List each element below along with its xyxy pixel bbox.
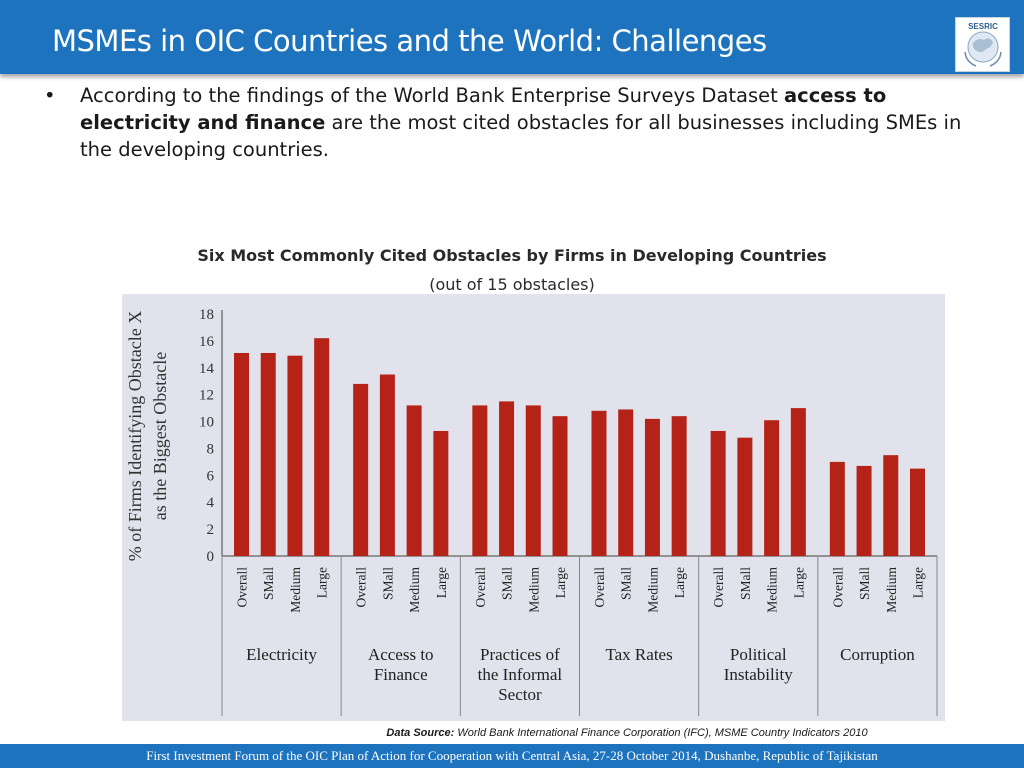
x-tick-label: Medium [288,567,303,613]
chart-bar [552,416,568,556]
chart-bar [710,430,726,556]
x-tick-label: Medium [407,567,422,613]
chart-bar [856,465,872,556]
y-tick-label: 18 [199,307,214,323]
category-label: Tax Rates [605,645,672,664]
y-axis-label: % of Firms Identifying Obstacle X [125,311,145,561]
y-tick-label: 10 [199,415,214,431]
category-label: Sector [498,685,542,704]
x-tick-label: Large [315,567,330,598]
data-source: Data Source: World Bank International Fi… [0,727,1024,739]
y-tick-label: 4 [207,495,215,511]
chart-bar [591,410,607,556]
bullet-marker: • [44,84,56,107]
x-tick-label: Large [791,567,806,598]
footer-text: First Investment Forum of the OIC Plan o… [146,748,878,763]
bullet-text-emphasis: access to electricity and finance [80,84,887,134]
footer-bar: First Investment Forum of the OIC Plan o… [0,744,1024,768]
x-tick-label: Large [672,567,687,598]
data-source-text: World Bank International Finance Corpora… [454,727,868,739]
chart-bar [406,405,422,556]
chart-title: Six Most Commonly Cited Obstacles by Fir… [197,246,827,265]
x-tick-label: SMall [738,567,753,600]
x-tick-label: Overall [235,567,250,608]
bullet-text: According to the findings of the World B… [80,82,970,163]
y-tick-label: 12 [199,388,214,404]
chart-subtitle: (out of 15 obstacles) [429,275,595,294]
chart-bar [764,420,780,556]
y-tick-label: 2 [207,522,215,538]
chart-bar [234,352,249,556]
category-label: Instability [724,665,793,684]
chart-bar [379,374,395,556]
bullet-text-start: According to the findings of the World B… [80,84,784,107]
y-tick-label: 8 [207,441,215,457]
category-label: Political [730,645,787,664]
x-tick-label: SMall [500,567,515,600]
y-tick-label: 0 [207,549,215,565]
x-tick-label: Large [434,567,449,598]
logo-text: SESRIC [968,22,998,31]
header-bar: MSMEs in OIC Countries and the World: Ch… [0,0,1024,74]
y-tick-label: 14 [199,361,215,377]
slide-title: MSMEs in OIC Countries and the World: Ch… [52,24,767,58]
chart-bar [910,468,925,556]
chart-bar [829,461,845,556]
x-tick-label: SMall [380,567,395,600]
sesric-logo: SESRIC [955,17,1010,72]
category-label: Access to [368,645,434,664]
x-tick-label: Overall [830,567,845,608]
chart-bar [433,430,449,556]
x-tick-label: Medium [645,567,660,613]
x-tick-label: SMall [619,567,634,600]
x-tick-label: SMall [261,567,276,600]
chart-bar [287,355,303,556]
x-tick-label: Large [911,567,926,598]
x-tick-label: Overall [592,567,607,608]
x-tick-label: Medium [884,567,899,613]
chart-bar [314,338,330,556]
y-tick-label: 6 [207,468,215,484]
x-tick-label: Overall [354,567,369,608]
chart-bar [618,409,634,556]
chart-bar [737,437,753,556]
x-tick-label: Medium [765,567,780,613]
category-label: the Informal [478,665,563,684]
chart-bar [499,401,515,556]
y-tick-label: 16 [199,334,215,350]
x-tick-label: Overall [473,567,488,608]
category-label: Corruption [840,645,915,664]
bullet-text-end: are the most cited obstacles for all bus… [80,111,962,161]
category-label: Finance [374,665,428,684]
chart-bar [671,416,687,556]
x-tick-label: Large [553,567,568,598]
x-tick-label: SMall [857,567,872,600]
chart-bar [644,418,660,556]
category-label: Electricity [246,645,317,664]
chart-bar [883,455,899,556]
chart-bar [260,352,276,556]
chart-bar [472,405,488,556]
x-tick-label: Overall [711,567,726,608]
y-axis-label: as the Biggest Obstacle [150,352,170,520]
data-source-label: Data Source: [386,727,455,739]
category-label: Practices of [480,645,560,664]
x-tick-label: Medium [526,567,541,613]
chart-bar [790,408,806,556]
chart-bar [525,405,541,556]
chart-bar [353,383,369,556]
